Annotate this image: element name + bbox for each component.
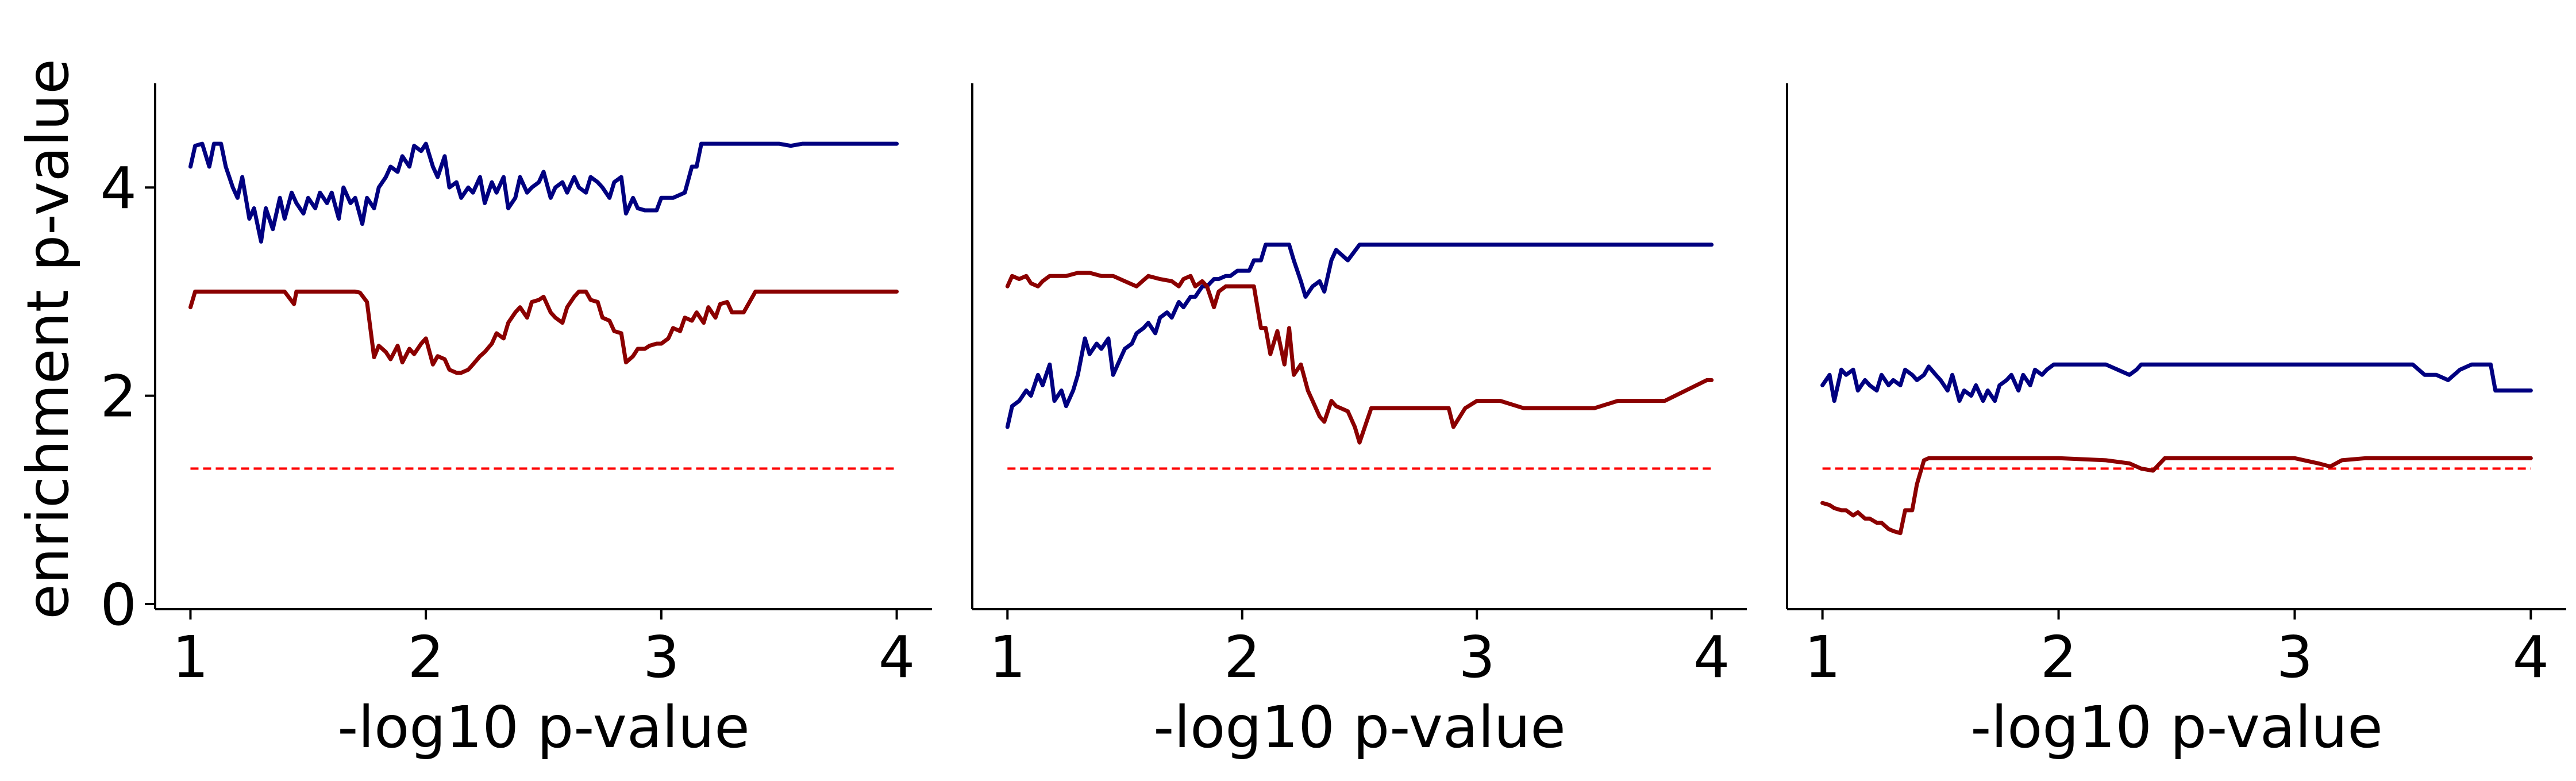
- x-tick-label: 1: [1804, 624, 1841, 691]
- x-axis-label: -log10 p-value: [337, 694, 750, 761]
- y-tick-label: 4: [100, 155, 137, 222]
- y-axis-label: enrichment p-value: [14, 59, 82, 620]
- panel-1: -log10 p-value 1 2 3 4 0 2 4: [100, 83, 932, 761]
- x-tick-label: 2: [1224, 624, 1261, 691]
- panel-2: -log10 p-value 1 2 3 4: [971, 83, 1747, 761]
- x-tick-label: 4: [2513, 624, 2550, 691]
- series-line-blue: [1005, 243, 1714, 429]
- y-tick-label: 2: [100, 363, 137, 430]
- x-axis-label: -log10 p-value: [1153, 694, 1566, 761]
- series-line-red: [1820, 456, 2533, 536]
- x-tick-label: 3: [2277, 624, 2313, 691]
- x-tick-label: 4: [1693, 624, 1730, 691]
- x-tick-label: 4: [879, 624, 915, 691]
- x-tick-label: 3: [1458, 624, 1495, 691]
- x-tick-label: 3: [643, 624, 680, 691]
- y-tick-label: 0: [100, 571, 137, 638]
- series-line-red: [1005, 271, 1714, 445]
- x-tick-label: 2: [407, 624, 444, 691]
- series-line-blue: [1820, 362, 2533, 403]
- x-axis-label: -log10 p-value: [1970, 694, 2383, 761]
- x-tick-label: 1: [172, 624, 209, 691]
- x-tick-label: 2: [2040, 624, 2077, 691]
- series-line-red: [188, 289, 899, 375]
- panel-3: -log10 p-value 1 2 3 4: [1786, 83, 2566, 761]
- x-tick-label: 1: [989, 624, 1026, 691]
- series-line-blue: [188, 141, 899, 244]
